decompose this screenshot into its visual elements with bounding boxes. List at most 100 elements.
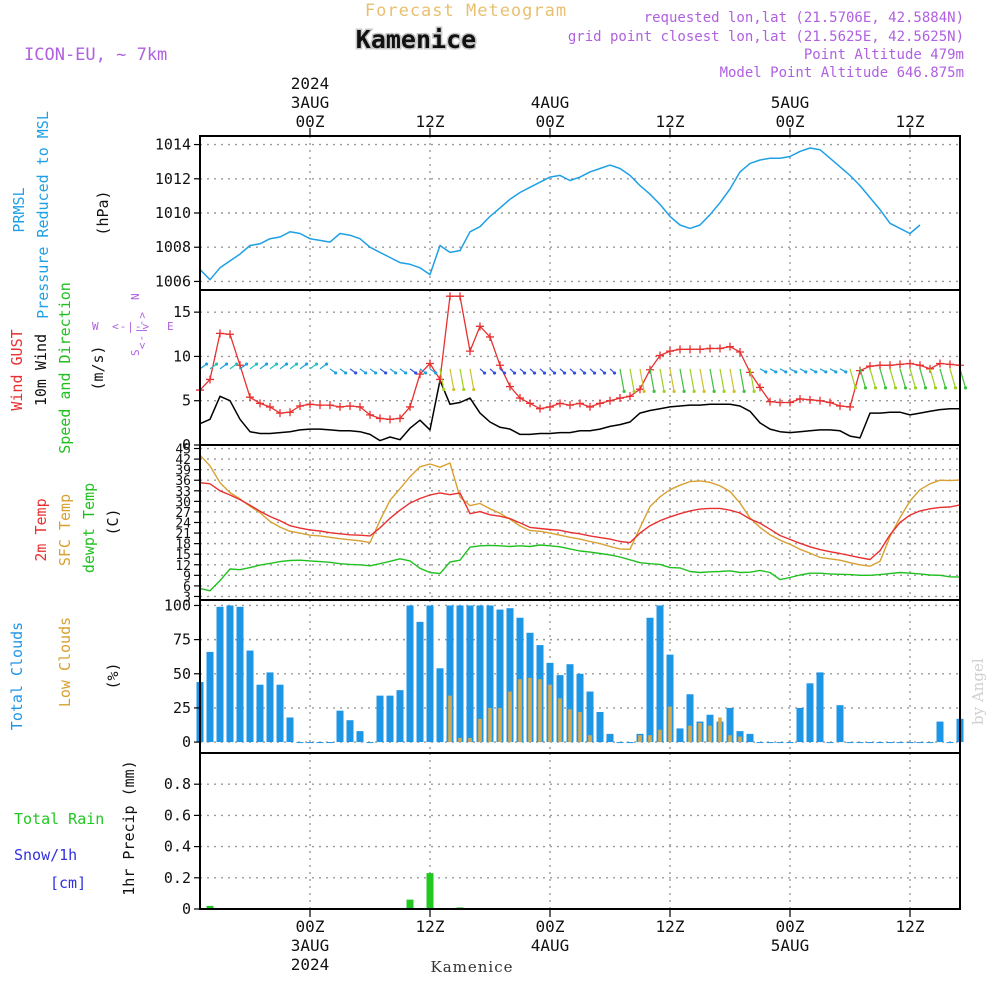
low-cloud-bar (528, 677, 532, 743)
value-tick-label: 21 (175, 527, 191, 542)
forecast-title: Forecast Meteogram (365, 1, 567, 21)
wind-direction-arrowhead (933, 386, 938, 390)
total-cloud-bar (626, 742, 634, 744)
temp-unit-label: (C) (104, 508, 122, 535)
wind-gust-marker (626, 392, 634, 401)
low-cloud-bar (458, 737, 462, 743)
value-tick-label: 0.2 (164, 869, 191, 887)
wind-direction-arrowhead (943, 386, 948, 390)
wind-direction-arrowhead (652, 389, 656, 393)
wind-gust-marker (846, 402, 854, 411)
wind-gust-marker (586, 402, 594, 411)
wind-gust-marker (606, 396, 614, 405)
watermark: by Angel (969, 658, 987, 725)
wind-direction-arrowhead (913, 386, 918, 390)
rain-bar (406, 899, 414, 909)
wind-direction-arrow (709, 368, 715, 392)
total-cloud-bar (616, 742, 624, 744)
value-tick-label: 0.4 (164, 838, 191, 856)
value-tick-label: 1012 (155, 170, 191, 188)
wind-direction-arrowhead (672, 389, 676, 393)
wind-gust-marker (216, 329, 224, 338)
wind-direction-arrow (659, 368, 665, 392)
value-tick-label: 9 (183, 569, 191, 584)
wind-direction-arrow (679, 368, 685, 392)
total-cloud-bar (766, 742, 774, 744)
wind-direction-arrowhead (774, 370, 778, 374)
value-tick-label: 10 (173, 347, 191, 365)
wind-direction-arrowhead (442, 387, 446, 392)
wind-direction-arrowhead (883, 386, 888, 390)
low-cloud-bar (658, 729, 662, 743)
wind-gust-marker (636, 385, 644, 394)
wind-direction-arrow (849, 368, 857, 389)
wind-direction-arrowhead (294, 362, 299, 366)
wind-10m-label: 10m Wind (32, 334, 50, 406)
value-tick-label: 39 (175, 464, 191, 479)
wind-direction-arrowhead (572, 371, 577, 375)
wind-gust-marker (726, 342, 734, 351)
wind-direction-arrowhead (903, 386, 908, 390)
total-cloud-bar (676, 728, 684, 743)
value-tick-label: 1008 (155, 238, 191, 256)
value-tick-label: 18 (175, 538, 191, 553)
wind-gust-marker (406, 402, 414, 411)
wind-gust-marker (296, 402, 304, 411)
value-tick-label: 6 (183, 580, 191, 595)
wind-direction-arrowhead (642, 389, 646, 393)
wind-gust-marker (456, 292, 464, 301)
wind-gust-marker (816, 396, 824, 405)
wind-direction-arrowhead (863, 386, 868, 390)
wind-direction-arrowhead (404, 371, 408, 375)
low-cloud-bar (538, 679, 542, 743)
wind-direction-arrowhead (804, 370, 808, 374)
total-cloud-bar (826, 742, 834, 744)
wind-direction-arrowhead (384, 371, 388, 375)
wind-gust-label: Wind GUST (8, 329, 26, 410)
total-cloud-bar (376, 695, 384, 743)
total-cloud-bar (466, 605, 474, 743)
temp-sfc-line (199, 454, 961, 567)
total-cloud-bar (396, 690, 404, 743)
total-cloud-bar (756, 742, 764, 744)
wind-gust-marker (696, 345, 704, 354)
wind-gust-marker (876, 361, 884, 370)
total-cloud-bar (436, 668, 444, 743)
wind-gust-marker (336, 402, 344, 411)
wind-gust-marker (546, 402, 554, 411)
wind-direction-arrow (699, 368, 705, 392)
value-tick-label: 75 (173, 631, 191, 649)
wind-gust-marker (436, 375, 444, 384)
value-tick-label: 1010 (155, 204, 191, 222)
wind-gust-marker (566, 401, 574, 410)
grid-layer (200, 136, 960, 910)
total-rain-label: Total Rain (14, 810, 104, 828)
wind-direction-arrowhead (844, 370, 848, 374)
total-cloud-bar (346, 720, 354, 743)
wind-direction-arrow (919, 368, 927, 389)
low-cloud-bar (688, 725, 692, 743)
wind-gust-marker (516, 394, 524, 403)
wind-direction-arrow (449, 368, 455, 390)
wind-direction-arrowhead (963, 386, 968, 390)
wind-gust-marker (946, 360, 954, 369)
wind-direction-arrowhead (472, 387, 476, 392)
requested-coords: requested lon,lat (21.5706E, 42.5884N) (644, 10, 964, 26)
wind-direction-arrow (949, 368, 957, 389)
wind-gust-marker (706, 344, 714, 353)
total-cloud-bar (286, 717, 294, 743)
temp-dewpt-line (199, 544, 961, 592)
total-cloud-bar (326, 742, 334, 744)
wind-gust-marker (496, 361, 504, 370)
compass-arrows-v: <-|-> (136, 312, 149, 350)
value-tick-label: 42 (175, 453, 191, 468)
value-tick-label: 1006 (155, 272, 191, 290)
time-label-top: 5AUG (771, 93, 810, 112)
total-cloud-bar (486, 605, 494, 743)
wind-direction-arrowhead (424, 371, 428, 375)
wind-unit-label: (m/s) (89, 345, 107, 390)
total-cloud-bar (576, 673, 584, 743)
wind-gust-marker (776, 398, 784, 407)
low-cloud-bar (698, 722, 702, 743)
